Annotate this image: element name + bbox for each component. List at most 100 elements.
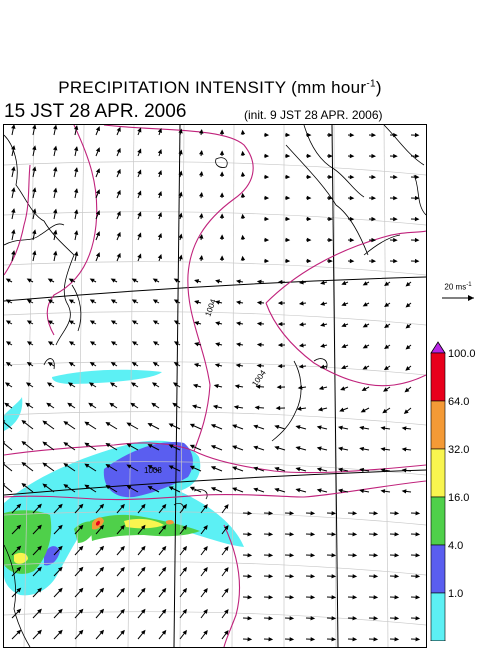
wind-vector-head (5, 320, 11, 325)
colorbar-over-triangle (430, 341, 446, 354)
wind-vector-head (53, 229, 58, 235)
wind-vector-head (224, 525, 229, 530)
wind-vector-head (37, 608, 42, 614)
wind-vector-head (298, 280, 304, 285)
wind-vector-head (74, 188, 79, 193)
wind-vector-head (172, 402, 178, 408)
wind-vector-head (393, 153, 398, 159)
wind-vector-head (233, 405, 239, 410)
wind-vector-head (414, 237, 420, 243)
wind-vector-head (63, 421, 69, 426)
wind-vector-head (362, 323, 368, 328)
wind-vector-head (393, 132, 398, 138)
wind-vector-head (352, 637, 358, 642)
wind-vector-head (247, 511, 253, 516)
wind-vector-head (277, 363, 283, 369)
wind-vector-head (235, 300, 241, 305)
wind-vector-head (306, 237, 312, 243)
wind-vector-head (331, 532, 337, 537)
wind-vector-head (95, 126, 100, 132)
wind-vector-head (152, 278, 158, 283)
wind-vector-head (126, 443, 132, 448)
wind-vector-head (338, 425, 343, 430)
wind-vector-head (47, 299, 53, 304)
wind-vector-head (182, 608, 187, 614)
wind-vector-head (110, 278, 116, 283)
wind-vector-head (126, 422, 132, 427)
wind-vector-head (359, 446, 365, 452)
wind-vector-head (99, 503, 105, 509)
wind-vector-head (84, 463, 90, 468)
wind-vector-head (32, 250, 37, 256)
wind-vector-head (42, 462, 48, 467)
wind-vector-head (320, 280, 325, 285)
wind-vector-head (394, 616, 400, 621)
wind-vector-head (401, 447, 407, 452)
wind-vector-head (268, 595, 274, 600)
wind-vector-head (360, 408, 366, 413)
wind-vector-head (147, 486, 153, 491)
wind-vector-head (380, 489, 386, 494)
wind-vector-head (215, 279, 220, 284)
wind-vector-head (341, 343, 347, 348)
wind-vector-head (247, 595, 253, 600)
wind-vector-head (224, 630, 229, 635)
wind-vector-head (341, 301, 347, 306)
wind-vector-head (57, 587, 63, 593)
wind-vector-head (161, 524, 167, 530)
wind-vector-head (16, 566, 22, 572)
wind-vector-head (173, 299, 179, 304)
wind-vector-head (371, 174, 377, 180)
wind-vector-head (384, 344, 390, 350)
wind-vector-head (352, 616, 358, 621)
wind-vector-head (289, 574, 295, 579)
colorbar-tick-label: 16.0 (448, 492, 469, 504)
wind-vector-head (178, 191, 183, 197)
init-time: (init. 9 JST 28 APR. 2006) (244, 108, 383, 122)
wind-vector-head (68, 341, 74, 346)
wind-vector-head (297, 385, 303, 390)
wind-vector-head (63, 484, 69, 489)
wind-vector-head (105, 422, 111, 427)
wind-vector-head (275, 405, 281, 411)
wind-vector-head (68, 299, 74, 304)
wind-vector-head (240, 255, 246, 261)
wind-vector-head (16, 524, 22, 530)
wind-vector-head (194, 321, 200, 326)
wind-vector-head (161, 503, 167, 509)
wind-vector-head (32, 166, 37, 172)
wind-vector-head (403, 409, 409, 415)
wind-vector-head (215, 342, 220, 347)
wind-vector-head (47, 320, 53, 325)
wind-vector-head (362, 365, 368, 370)
wind-vector-head (189, 423, 195, 428)
wind-vector-head (21, 483, 27, 488)
wind-vector-head (57, 545, 63, 551)
wind-vector-head (105, 464, 111, 469)
wind-vector-head (394, 574, 400, 579)
wind-vector-head (382, 408, 388, 414)
wind-vector-head (95, 147, 100, 153)
wind-vector-head (264, 237, 270, 243)
wind-vector-head (341, 280, 347, 285)
wind-vector-head (178, 212, 183, 218)
wind-vector-head (78, 629, 84, 635)
wind-vector-head (331, 511, 337, 516)
wind-vector-head (130, 402, 136, 408)
wind-vector-head (401, 489, 407, 494)
wind-vector-head (253, 424, 259, 429)
wind-vector-head (359, 425, 365, 431)
wind-vector-field (4, 125, 421, 642)
colorbar-segment (430, 592, 446, 641)
wind-vector-head (380, 426, 386, 431)
wind-vector-head (254, 405, 260, 410)
wind-vector-head (95, 210, 100, 216)
wind-vector-head (310, 637, 316, 642)
wind-vector-head (199, 170, 204, 176)
wind-vector-head (99, 608, 105, 614)
wind-vector-head (68, 361, 74, 367)
wind-vector-head (140, 545, 146, 551)
wind-vector-head (105, 485, 111, 490)
wind-vector-head (116, 147, 121, 153)
wind-vector-head (310, 532, 316, 537)
